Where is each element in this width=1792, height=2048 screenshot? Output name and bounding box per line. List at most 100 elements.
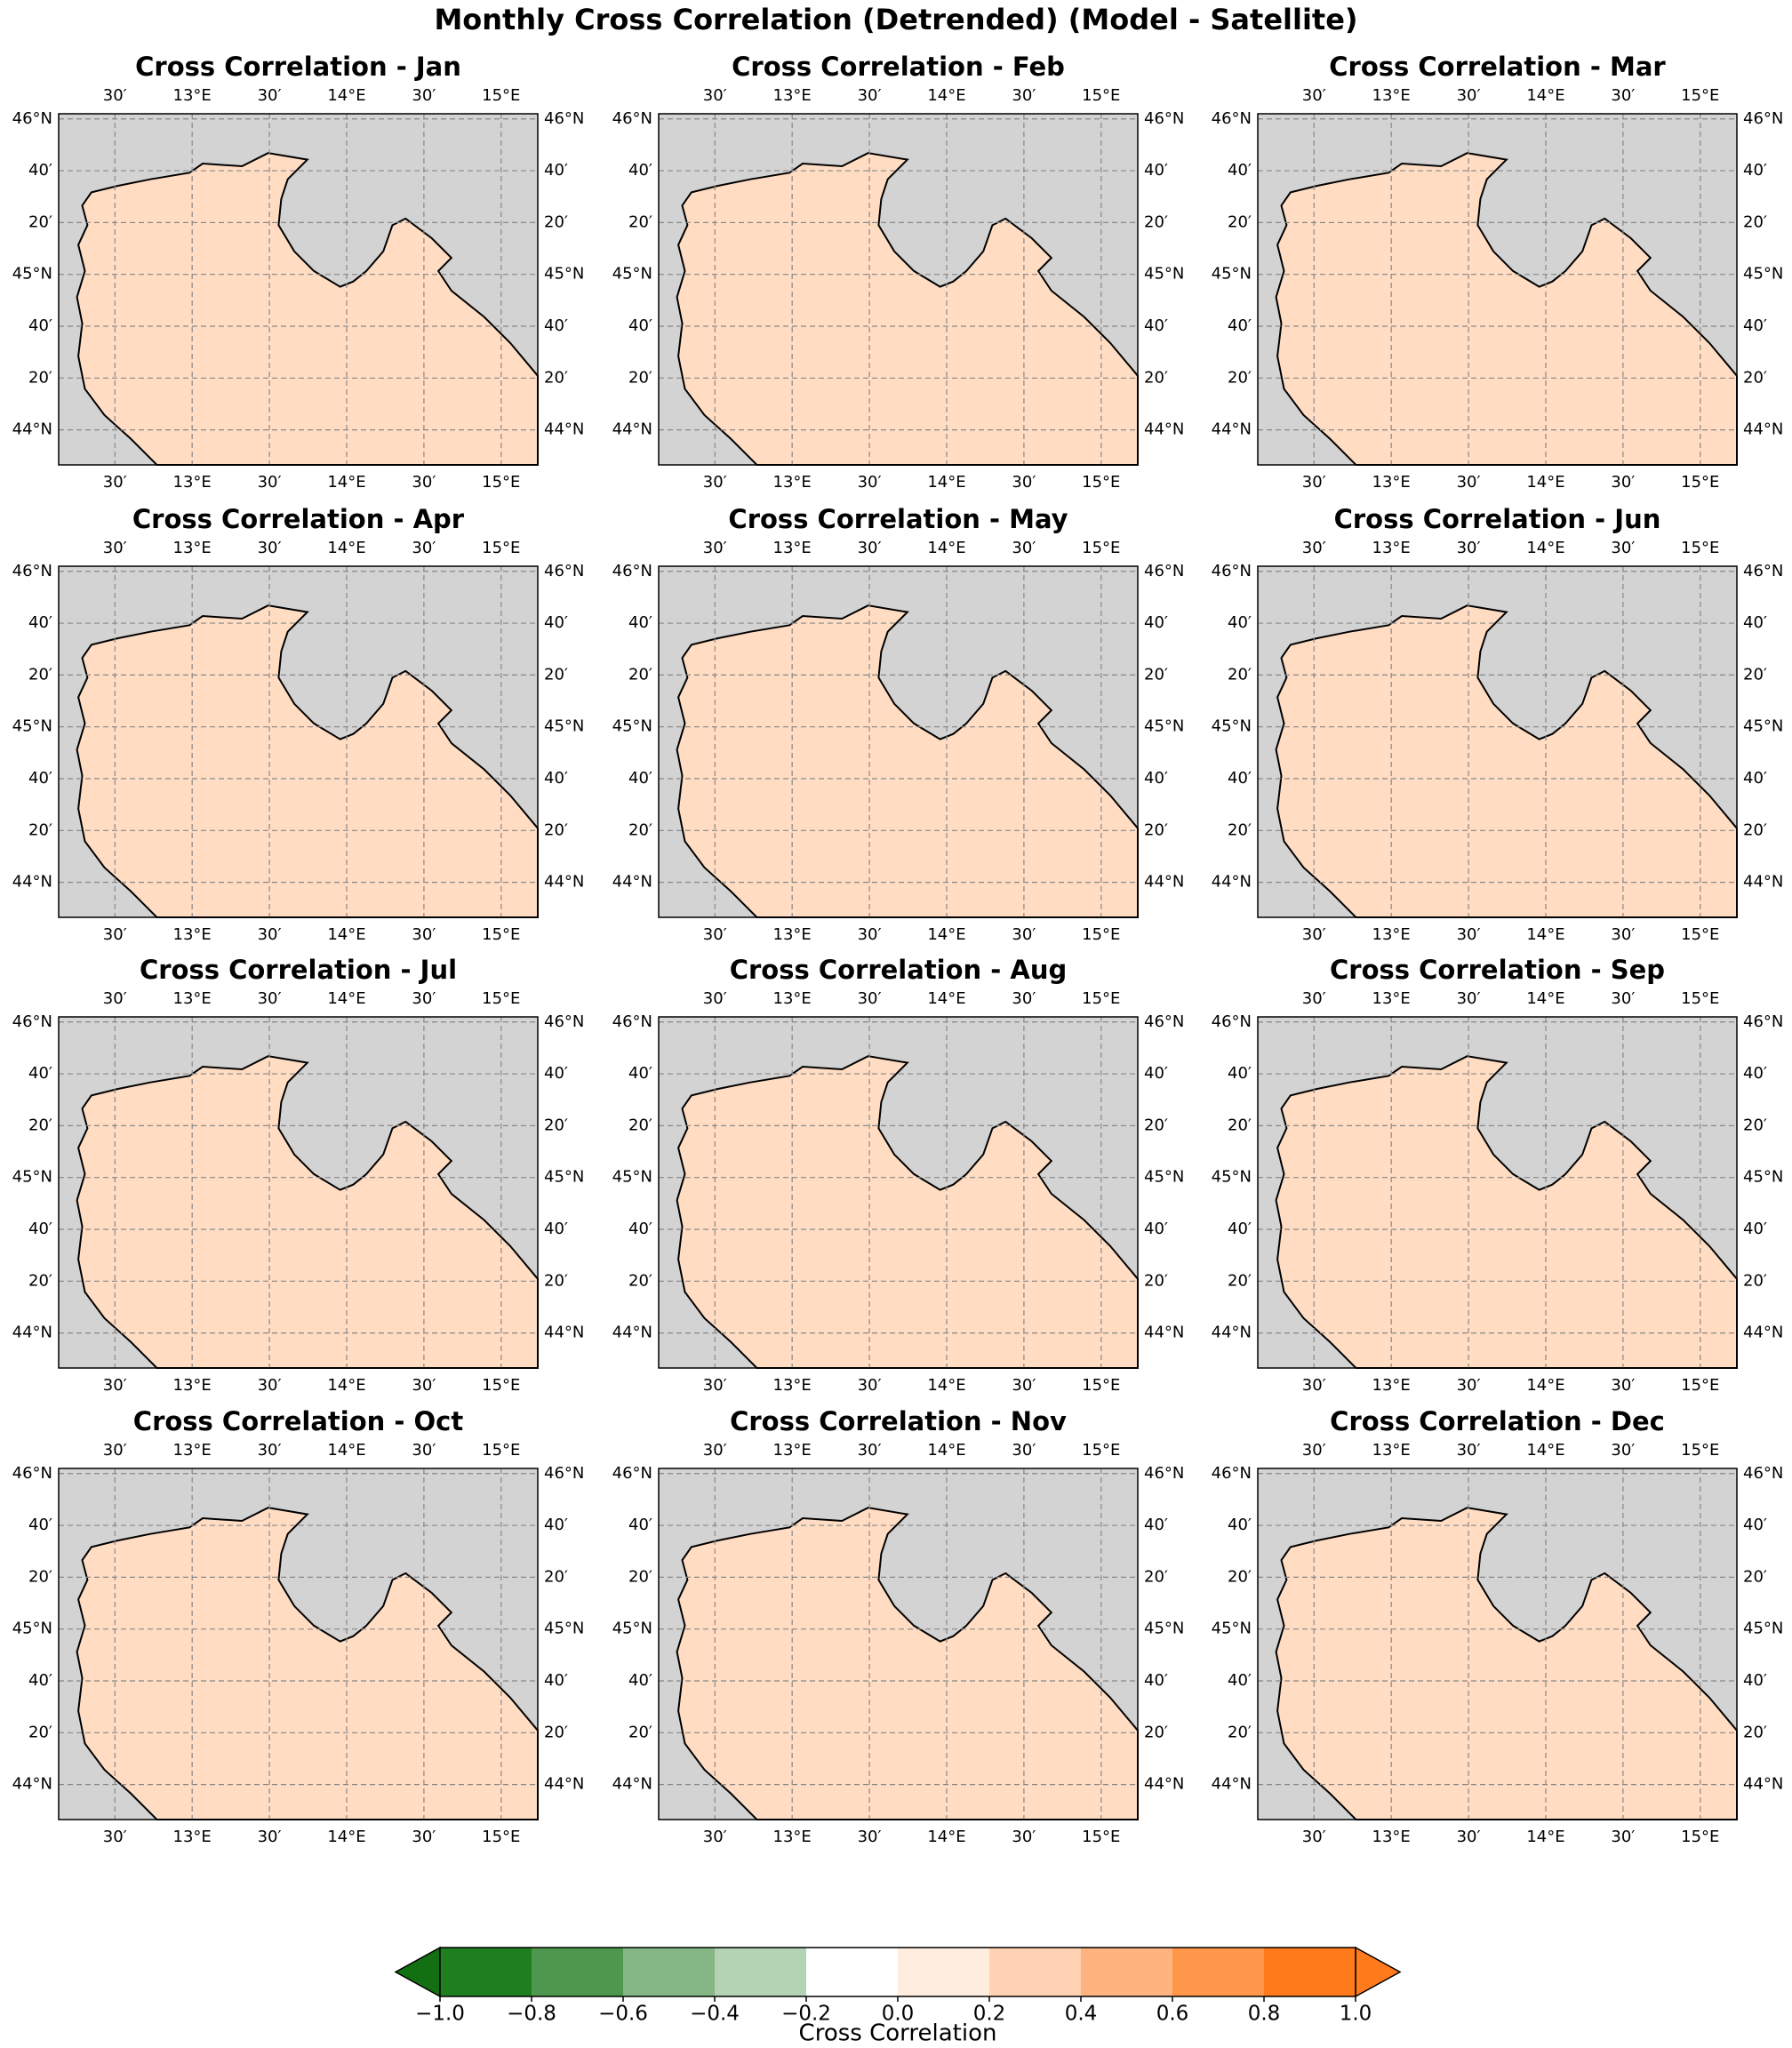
y-tick-label: 20′ [628, 1116, 652, 1134]
x-tick-label: 30′ [1012, 1441, 1036, 1460]
y-tick-label: 20′ [628, 1723, 652, 1741]
y-tick-label: 20′ [1144, 665, 1168, 684]
x-tick-label: 15°E [482, 539, 520, 557]
x-tick-label: 15°E [1681, 1828, 1719, 1846]
x-tick-label: 30′ [1302, 1828, 1326, 1846]
y-tick-label: 45°N [1144, 265, 1184, 284]
y-tick-label: 20′ [544, 368, 568, 387]
y-tick-label: 20′ [1743, 665, 1767, 684]
y-tick-label: 44°N [1212, 873, 1252, 892]
x-tick-label: 30′ [258, 1376, 282, 1395]
x-tick-label: 13°E [173, 989, 212, 1008]
x-tick-label: 30′ [1012, 473, 1036, 492]
x-tick-label: 30′ [1302, 539, 1326, 557]
x-tick-label: 30′ [858, 1828, 882, 1846]
x-tick-label: 15°E [1681, 989, 1719, 1008]
y-tick-label: 45°N [1743, 717, 1783, 736]
y-tick-label: 44°N [1743, 1324, 1783, 1342]
panel-frame [58, 113, 539, 466]
y-tick-label: 44°N [1743, 420, 1783, 439]
x-tick-label: 14°E [927, 989, 965, 1008]
x-tick-label: 30′ [703, 1376, 727, 1395]
x-tick-label: 14°E [327, 86, 365, 105]
y-tick-label: 45°N [1743, 1620, 1783, 1638]
y-tick-label: 40′ [1743, 613, 1767, 632]
x-tick-label: 13°E [1372, 86, 1411, 105]
y-tick-label: 20′ [628, 212, 652, 231]
x-tick-label: 30′ [858, 925, 882, 944]
x-tick-label: 15°E [482, 925, 520, 944]
x-tick-label: 13°E [173, 86, 212, 105]
y-tick-label: 46°N [1144, 1464, 1184, 1483]
y-tick-label: 44°N [544, 1324, 584, 1342]
y-tick-label: 20′ [1144, 1723, 1168, 1741]
x-tick-label: 30′ [103, 1441, 127, 1460]
colorbar-segment [989, 1948, 1081, 1996]
y-tick-label: 20′ [28, 212, 52, 231]
y-tick-label: 46°N [12, 109, 52, 128]
y-tick-label: 46°N [612, 562, 652, 580]
x-tick-label: 30′ [703, 989, 727, 1008]
panel-title: Cross Correlation - Aug [730, 955, 1068, 985]
y-tick-label: 46°N [12, 1464, 52, 1483]
y-tick-label: 44°N [12, 873, 52, 892]
colorbar-segment [532, 1948, 623, 1996]
y-tick-label: 40′ [544, 1220, 568, 1238]
x-tick-label: 30′ [1611, 473, 1635, 492]
x-tick-label: 14°E [327, 1376, 365, 1395]
y-tick-label: 40′ [1228, 613, 1252, 632]
y-tick-label: 20′ [28, 1723, 52, 1741]
map-panel: Cross Correlation - Jan 30′ 30′ 13°E 13°E 30′… [12, 52, 585, 492]
colorbar-tick-label: 1.0 [1340, 2003, 1372, 2026]
x-tick-label: 13°E [173, 1376, 212, 1395]
y-tick-label: 46°N [1144, 109, 1184, 128]
panel-frame [1257, 113, 1738, 466]
y-tick-label: 40′ [1743, 161, 1767, 180]
panel-frame [658, 1016, 1139, 1369]
x-tick-label: 15°E [1082, 925, 1120, 944]
x-tick-label: 30′ [1611, 539, 1635, 557]
x-tick-label: 30′ [1611, 1376, 1635, 1395]
x-tick-label: 30′ [1302, 1441, 1326, 1460]
map-panel: Cross Correlation - Jun 30′ 30′ 13°E 13°E 30′… [1212, 504, 1784, 944]
y-tick-label: 44°N [12, 420, 52, 439]
y-tick-label: 44°N [612, 873, 652, 892]
y-tick-label: 40′ [28, 1064, 52, 1083]
y-tick-label: 46°N [1743, 109, 1783, 128]
y-tick-label: 40′ [28, 1220, 52, 1238]
x-tick-label: 13°E [173, 925, 212, 944]
y-tick-label: 45°N [612, 1620, 652, 1638]
x-tick-label: 30′ [258, 1828, 282, 1846]
y-tick-label: 40′ [1144, 1064, 1168, 1083]
y-tick-label: 20′ [1743, 368, 1767, 387]
y-tick-label: 44°N [612, 1775, 652, 1794]
panel-frame [1257, 565, 1738, 918]
x-tick-label: 15°E [1681, 925, 1719, 944]
x-tick-label: 15°E [1681, 1441, 1719, 1460]
x-tick-label: 14°E [327, 925, 365, 944]
y-tick-label: 40′ [1743, 316, 1767, 335]
y-tick-label: 40′ [544, 613, 568, 632]
y-tick-label: 40′ [1228, 769, 1252, 788]
x-tick-label: 15°E [1681, 1376, 1719, 1395]
x-tick-label: 13°E [773, 1828, 812, 1846]
y-tick-label: 40′ [1743, 769, 1767, 788]
colorbar-tick-label: −0.4 [690, 2003, 740, 2026]
y-tick-label: 40′ [1228, 1671, 1252, 1690]
y-tick-label: 45°N [1212, 1168, 1252, 1187]
y-tick-label: 20′ [628, 665, 652, 684]
y-tick-label: 45°N [612, 265, 652, 284]
y-tick-label: 45°N [12, 265, 52, 284]
y-tick-label: 46°N [544, 1012, 584, 1031]
panel-frame [658, 565, 1139, 918]
x-tick-label: 15°E [1082, 1376, 1120, 1395]
x-tick-label: 14°E [927, 86, 965, 105]
x-tick-label: 30′ [1302, 1376, 1326, 1395]
x-tick-label: 30′ [858, 1441, 882, 1460]
y-tick-label: 46°N [1144, 1012, 1184, 1031]
y-tick-label: 45°N [544, 1620, 584, 1638]
x-tick-label: 30′ [1302, 86, 1326, 105]
y-tick-label: 40′ [1144, 161, 1168, 180]
x-tick-label: 30′ [703, 539, 727, 557]
